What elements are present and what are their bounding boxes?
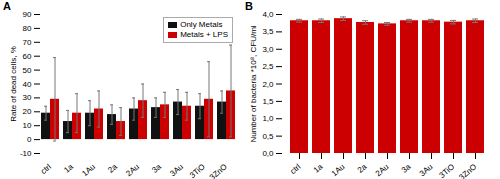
html-text:B: B <box>245 0 253 12</box>
html-text:Metals + LPS: Metals + LPS <box>180 30 228 39</box>
svg-text:1,0: 1,0 <box>262 114 274 123</box>
svg-text:3a: 3a <box>400 162 413 175</box>
svg-text:3Au: 3Au <box>168 162 185 178</box>
svg-text:2Au: 2Au <box>124 162 141 178</box>
svg-text:80: 80 <box>23 24 32 33</box>
svg-text:3,0: 3,0 <box>262 45 274 54</box>
svg-text:3,5: 3,5 <box>262 27 274 36</box>
svg-text:-10: -10 <box>20 149 32 158</box>
svg-text:20: 20 <box>23 107 32 116</box>
svg-text:ctrl: ctrl <box>39 162 53 176</box>
svg-text:10: 10 <box>23 121 32 130</box>
svg-text:1a: 1a <box>312 162 325 175</box>
svg-text:0: 0 <box>27 135 32 144</box>
svg-text:2a: 2a <box>356 162 369 175</box>
html-text:Only Metals: Only Metals <box>180 20 223 29</box>
svg-text:1,5: 1,5 <box>262 97 274 106</box>
html-text:A: A <box>3 0 11 12</box>
svg-text:3a: 3a <box>150 162 163 175</box>
svg-text:4,0: 4,0 <box>262 10 274 19</box>
svg-text:2Au: 2Au <box>374 162 391 178</box>
svg-text:3ZnO: 3ZnO <box>457 162 478 179</box>
svg-text:2a: 2a <box>106 162 119 175</box>
svg-text:1Au: 1Au <box>80 162 97 178</box>
svg-text:40: 40 <box>23 80 32 89</box>
svg-text:ctrl: ctrl <box>288 162 302 176</box>
svg-text:2,0: 2,0 <box>262 80 274 89</box>
svg-text:70: 70 <box>23 38 32 47</box>
svg-text:50: 50 <box>23 66 32 75</box>
svg-text:Number of bacteria *10⁸, CFU/m: Number of bacteria *10⁸, CFU/ml <box>249 25 258 142</box>
svg-text:3Au: 3Au <box>418 162 435 178</box>
svg-text:3TiO: 3TiO <box>438 162 457 179</box>
svg-text:90: 90 <box>23 10 32 19</box>
svg-text:3TiO: 3TiO <box>188 162 207 179</box>
svg-text:30: 30 <box>23 93 32 102</box>
svg-text:2,5: 2,5 <box>262 62 274 71</box>
svg-text:60: 60 <box>23 52 32 61</box>
svg-text:0,5: 0,5 <box>262 132 274 141</box>
svg-text:3ZnO: 3ZnO <box>208 162 229 179</box>
svg-text:1Au: 1Au <box>330 162 347 178</box>
svg-text:1a: 1a <box>62 162 75 175</box>
svg-text:0,0: 0,0 <box>262 149 274 158</box>
svg-text:Rate of dead cells, %: Rate of dead cells, % <box>9 46 18 122</box>
